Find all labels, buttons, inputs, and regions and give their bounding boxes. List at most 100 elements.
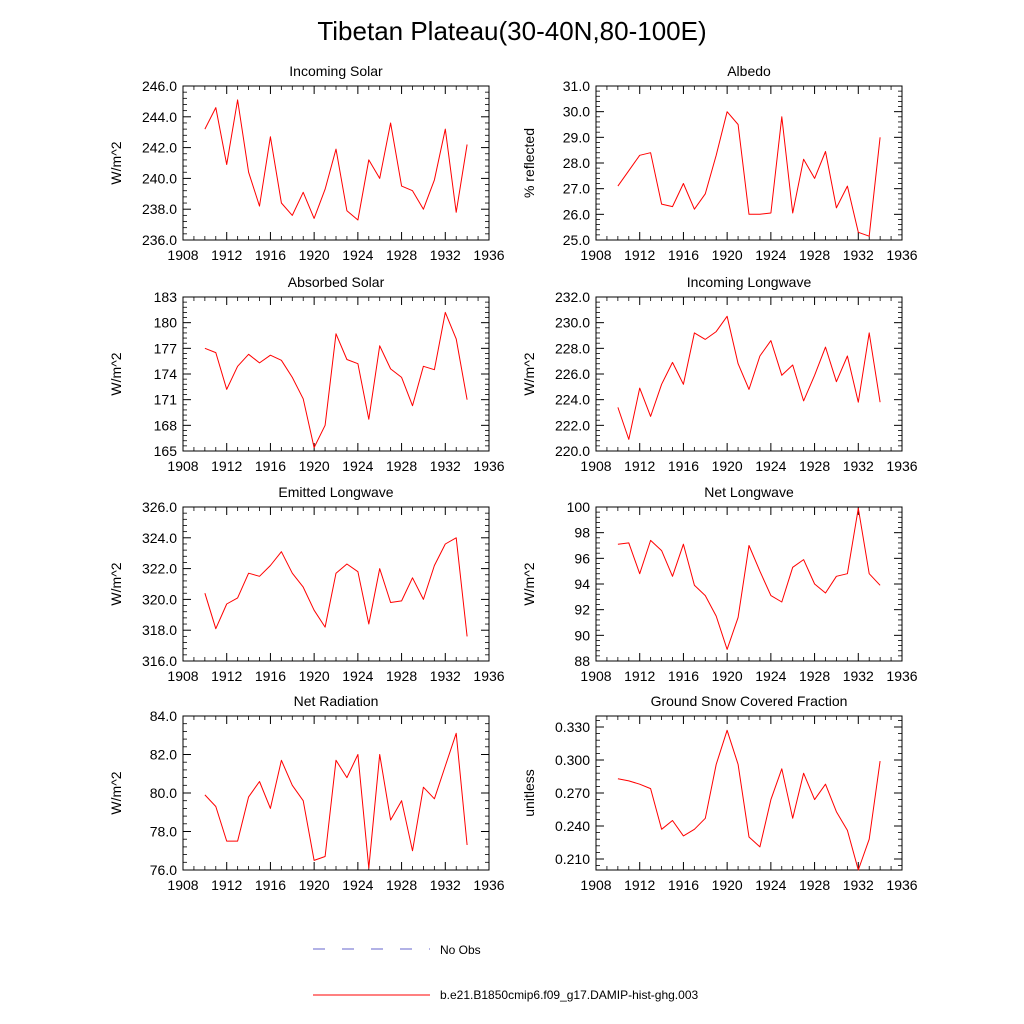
panel-7-ytick-label: 76.0 [150,862,177,878]
panel-1-xtick-label: 1916 [255,247,286,263]
panel-7-xtick-label: 1916 [255,877,286,893]
panel-4-title: Incoming Longwave [687,274,812,290]
panel-5-ytick-label: 316.0 [142,653,177,669]
panel-7-xtick-label: 1928 [386,877,417,893]
panel-8-xtick-label: 1924 [755,877,786,893]
panel-4: 1908 1912 1916 1920 1924 1928 1932 1936 220.0 222… [521,274,918,474]
panel-1-ytick-label: 244.0 [142,109,177,125]
panel-7-series-line [204,732,468,869]
panel-6-ylabel: W/m^2 [521,562,537,605]
panel-8-ytick-label: 0.240 [555,818,590,834]
figure-title: Tibetan Plateau(30-40N,80-100E) [317,16,706,46]
panel-3-frame [182,296,490,452]
panel-6-frame [595,506,903,662]
panel-6-title: Net Longwave [704,484,794,500]
legend-obs-label: No Obs [440,943,481,957]
panel-4-xtick-label: 1936 [886,458,917,474]
panel-4-series-line [617,315,881,440]
panel-8-ytick-label: 0.300 [555,752,590,768]
panel-6-xtick-label: 1916 [668,668,699,684]
panel-5-xtick-label: 1924 [342,668,373,684]
panel-8-xtick-label: 1912 [624,877,655,893]
panel-1-xtick-label: 1908 [167,247,198,263]
panel-5: 1908 1912 1916 1920 1924 1928 1932 1936 316.0 318… [108,484,505,684]
panel-6-series-line [617,507,881,650]
panel-3-ylabel: W/m^2 [108,352,124,395]
panel-7-xtick-label: 1936 [473,877,504,893]
panel-3-title: Absorbed Solar [288,274,385,290]
panel-5-xtick-label: 1928 [386,668,417,684]
panel-2-title: Albedo [727,63,771,79]
panel-4-xtick-label: 1912 [624,458,655,474]
panel-1-ytick-label: 246.0 [142,78,177,94]
panel-3-xtick-label: 1924 [342,458,373,474]
panels-group: 1908 1912 1916 1920 1924 1928 1932 1936 236.0 238… [108,63,918,893]
panel-7-xtick-label: 1920 [299,877,330,893]
panel-7-frame [182,715,490,871]
panel-6-ytick-label: 98 [574,525,590,541]
panel-3-xtick-label: 1920 [299,458,330,474]
panel-2-series-line [617,111,881,237]
panel-5-ytick-label: 322.0 [142,561,177,577]
panel-4-xtick-label: 1908 [580,458,611,474]
panel-4-ytick-label: 228.0 [555,340,590,356]
panel-5-xtick-label: 1916 [255,668,286,684]
panel-1-ytick-label: 240.0 [142,170,177,186]
panel-1-xtick-label: 1920 [299,247,330,263]
panel-1-ytick-label: 238.0 [142,201,177,217]
panel-3-xtick-label: 1908 [167,458,198,474]
panel-3-xtick-label: 1912 [211,458,242,474]
panel-2-ytick-label: 28.0 [563,155,590,171]
panel-8-series-line [617,729,881,871]
panel-6-xtick-label: 1908 [580,668,611,684]
panel-6: 1908 1912 1916 1920 1924 1928 1932 1936 88 90 92 94… [521,484,918,684]
panel-7-ytick-label: 84.0 [150,708,177,724]
panel-6-xtick-label: 1936 [886,668,917,684]
panel-4-ylabel: W/m^2 [521,352,537,395]
panel-8-xtick-label: 1916 [668,877,699,893]
panel-4-xtick-label: 1916 [668,458,699,474]
panel-3-ytick-label: 174 [154,366,178,382]
panel-6-xtick-label: 1928 [799,668,830,684]
panel-4-ytick-label: 222.0 [555,417,590,433]
panel-4-ytick-label: 232.0 [555,289,590,305]
panel-3-ytick-label: 177 [154,340,178,356]
panel-5-ytick-label: 320.0 [142,591,177,607]
panel-1-frame [182,85,490,241]
panel-2-ytick-label: 29.0 [563,129,590,145]
panel-8-title: Ground Snow Covered Fraction [651,693,848,709]
panel-2-xtick-label: 1936 [886,247,917,263]
panel-7: 1908 1912 1916 1920 1924 1928 1932 1936 76.0 78.0… [108,693,505,893]
panel-3-ytick-label: 180 [154,315,178,331]
panel-8-ytick-label: 0.270 [555,785,590,801]
panel-2-ylabel: % reflected [521,128,537,198]
panel-5-xtick-label: 1908 [167,668,198,684]
panel-8-xtick-label: 1936 [886,877,917,893]
panel-3-xtick-label: 1928 [386,458,417,474]
legend: No Obs b.e21.B1850cmip6.f09_g17.DAMIP-hi… [313,943,698,1002]
panel-2-xtick-label: 1908 [580,247,611,263]
panel-7-xtick-label: 1932 [430,877,461,893]
panel-5-xtick-label: 1912 [211,668,242,684]
panel-5-ytick-label: 326.0 [142,499,177,515]
panel-2-xtick-label: 1924 [755,247,786,263]
panel-5-ytick-label: 324.0 [142,530,177,546]
panel-5-xtick-label: 1936 [473,668,504,684]
panel-7-ytick-label: 80.0 [150,785,177,801]
panel-7-ytick-label: 82.0 [150,747,177,763]
panel-8: 1908 1912 1916 1920 1924 1928 1932 1936 0.210 0.2… [521,693,918,893]
panel-1-xtick-label: 1932 [430,247,461,263]
panel-8-ytick-label: 0.330 [555,719,590,735]
panel-6-ytick-label: 88 [574,653,590,669]
panel-4-ytick-label: 230.0 [555,315,590,331]
panel-4-ytick-label: 226.0 [555,366,590,382]
panel-5-frame [182,506,490,662]
panel-4-ytick-label: 220.0 [555,443,590,459]
panel-3: 1908 1912 1916 1920 1924 1928 1932 1936 165 168 17… [108,274,505,474]
panel-7-xtick-label: 1912 [211,877,242,893]
panel-5-xtick-label: 1920 [299,668,330,684]
panel-3-series-line [204,311,468,449]
panel-8-xtick-label: 1928 [799,877,830,893]
panel-6-ytick-label: 92 [574,602,590,618]
panel-2-xtick-label: 1928 [799,247,830,263]
